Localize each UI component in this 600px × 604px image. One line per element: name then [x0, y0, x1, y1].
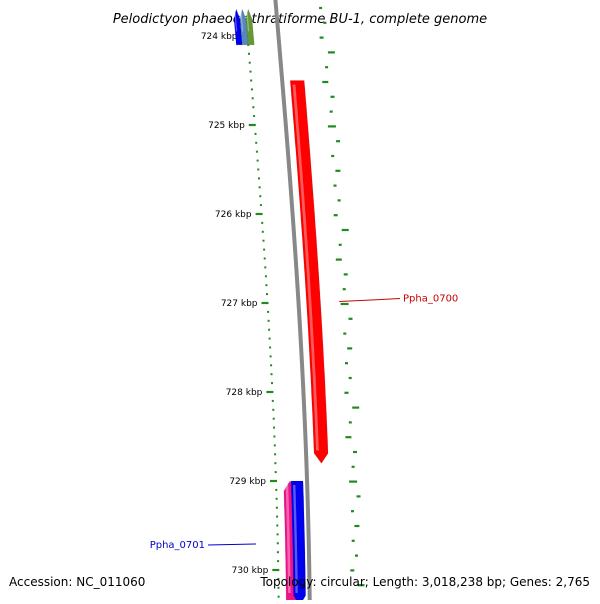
topology-text: Topology: circular; Length: 3,018,238 bp…: [259, 575, 590, 589]
gene-feature-highlight: [240, 13, 244, 32]
gene-feature-ppha_0700[interactable]: [289, 80, 329, 464]
ruler-tick-label: 727 kbp: [221, 299, 258, 309]
ruler-tick-label: 729 kbp: [229, 477, 266, 487]
ruler-tick-label: 730 kbp: [232, 566, 269, 576]
ruler-tick-label: 726 kbp: [215, 210, 252, 220]
ruler-tick-label: 728 kbp: [226, 388, 263, 398]
gene-label-leader: [207, 543, 257, 546]
accession-text: Accession: NC_011060: [9, 575, 145, 589]
gene-feature-unlabeled-4[interactable]: [239, 8, 249, 46]
gene-labels: Ppha_0700 Ppha_0701: [150, 294, 459, 551]
gene-feature-highlight: [246, 13, 250, 32]
map-title: Pelodictyon phaeoclathratiforme BU-1, co…: [113, 12, 487, 27]
gene-feature-unlabeled-3[interactable]: [233, 8, 243, 46]
backbone-line: [273, 0, 312, 604]
gene-features: [233, 8, 329, 604]
ruler-tick-label: 725 kbp: [208, 121, 245, 131]
genome-backbone: [273, 0, 312, 604]
gene-feature-unlabeled-5[interactable]: [245, 8, 255, 46]
gene-label-leader: [339, 298, 401, 303]
gene-label[interactable]: Ppha_0701: [150, 540, 205, 551]
gene-feature-highlight: [234, 13, 238, 32]
gene-feature-highlight: [285, 484, 291, 594]
gene-feature-highlight: [293, 484, 298, 594]
gc-content-track: [319, 6, 365, 587]
gene-feature-highlight: [292, 84, 319, 451]
ruler-tick-label: 724 kbp: [201, 32, 238, 42]
kbp-ruler: 724 kbp 725 kbp 726 kbp 727 kbp 728 kbp 729 k…: [201, 32, 280, 598]
gene-label[interactable]: Ppha_0700: [403, 294, 458, 305]
